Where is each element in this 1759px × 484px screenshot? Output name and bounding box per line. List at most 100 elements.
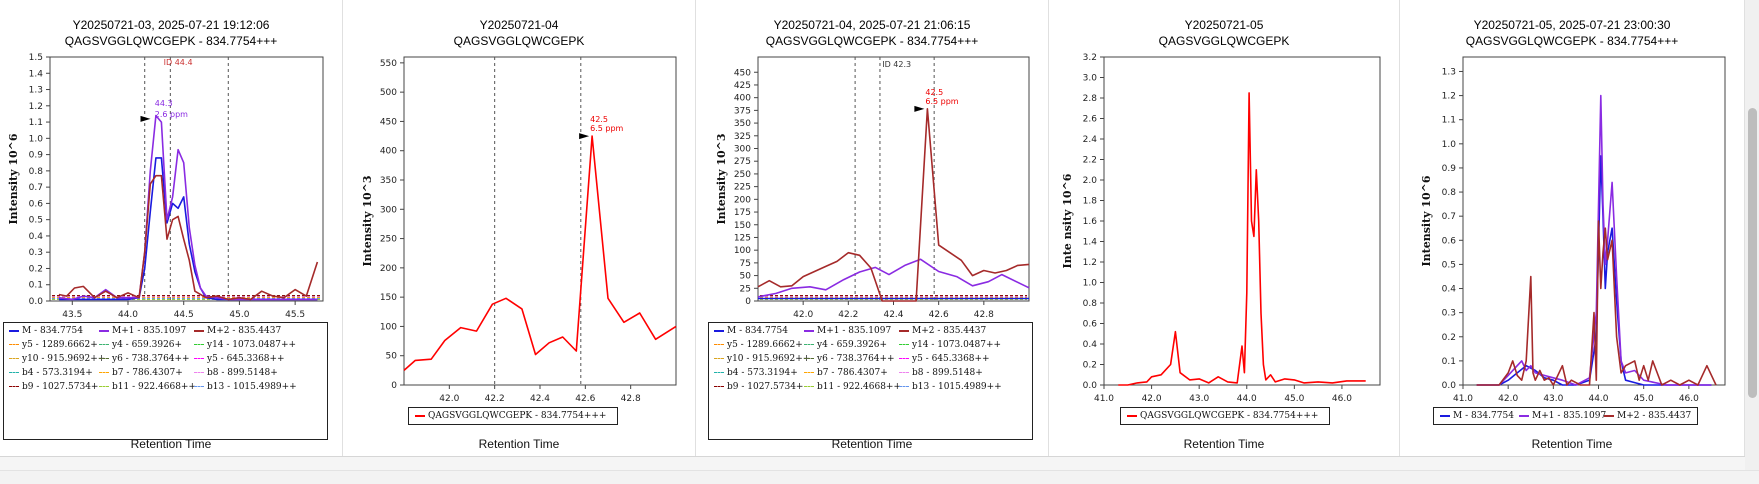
legend-swatch-icon xyxy=(714,358,724,359)
legend-entry[interactable]: y4 - 659.3926+ xyxy=(804,339,887,351)
x-tick-label: 41.0 xyxy=(1094,394,1114,404)
legend-entry[interactable]: M+1 - 835.1097 xyxy=(1519,410,1606,422)
x-axis-title: Retention Time xyxy=(1531,437,1613,451)
y-tick-label: 0.9 xyxy=(1442,164,1457,174)
y-tick-label: 200 xyxy=(734,195,751,205)
legend-entry[interactable]: y5 - 1289.6662+ xyxy=(714,339,803,351)
chart-legend: QAGSVGGLQWCGEPK - 834.7754+++ xyxy=(1120,407,1330,425)
y-tick-label: 75 xyxy=(740,259,751,269)
legend-entry[interactable]: M+2 - 835.4437 xyxy=(1604,410,1691,422)
legend-entry[interactable]: y10 - 915.9692++ xyxy=(9,353,105,365)
legend-entry[interactable]: M+2 - 835.4437 xyxy=(899,325,986,337)
y-tick-label: 0.8 xyxy=(1083,299,1098,309)
legend-entry[interactable]: b13 - 1015.4989++ xyxy=(194,381,297,393)
legend-label: y4 - 659.3926+ xyxy=(112,340,183,350)
legend-label: y5 - 1289.6662+ xyxy=(22,340,98,350)
y-tick-label: 0.6 xyxy=(1083,320,1098,330)
y-tick-label: 0.4 xyxy=(1083,340,1098,350)
legend-label: y14 - 1073.0487++ xyxy=(912,340,1002,350)
legend-entry[interactable]: b4 - 573.3194+ xyxy=(714,367,798,379)
y-tick-label: 0.4 xyxy=(1442,285,1457,295)
legend-entry[interactable]: y5 - 645.3368++ xyxy=(194,353,285,365)
legend-label: M+1 - 835.1097 xyxy=(817,326,892,336)
legend-entry[interactable]: M+1 - 835.1097 xyxy=(99,325,186,337)
x-tick-label: 42.0 xyxy=(1498,394,1518,404)
legend-label: M+2 - 835.4437 xyxy=(207,326,282,336)
chart-subtitle: QAGSVGGLQWCGEPK xyxy=(1158,34,1290,48)
y-tick-label: 0.7 xyxy=(29,183,43,193)
legend-entry[interactable]: M+1 - 835.1097 xyxy=(804,325,891,337)
legend-label: b13 - 1015.4989++ xyxy=(912,382,1002,392)
legend-entry[interactable]: b9 - 1027.5734+ xyxy=(714,381,803,393)
y-tick-label: 1.6 xyxy=(1083,217,1098,227)
y-tick-label: 50 xyxy=(386,352,398,362)
legend-entry[interactable]: M+2 - 835.4437 xyxy=(194,325,281,337)
legend-label: b4 - 573.3194+ xyxy=(727,368,798,378)
legend-entry[interactable]: y10 - 915.9692++ xyxy=(714,353,810,365)
legend-entry[interactable]: b8 - 899.5148+ xyxy=(194,367,278,379)
legend-swatch-icon xyxy=(804,358,814,359)
y-tick-label: 2.0 xyxy=(1083,176,1098,186)
chart-subtitle: QAGSVGGLQWCGEPK - 834.7754+++ xyxy=(64,34,278,48)
peak-ppm-label: 2.6 ppm xyxy=(155,110,188,119)
y-tick-label: 0.1 xyxy=(1442,357,1456,367)
legend-entry[interactable]: y14 - 1073.0487++ xyxy=(899,339,1001,351)
y-tick-label: 0.0 xyxy=(1442,381,1457,391)
legend-entry[interactable]: y5 - 645.3368++ xyxy=(899,353,990,365)
y-tick-label: 0.2 xyxy=(1442,333,1456,343)
legend-swatch-icon xyxy=(899,344,909,345)
legend-label: b11 - 922.4668++ xyxy=(817,382,902,392)
legend-swatch-icon xyxy=(1440,414,1450,417)
legend-swatch-icon xyxy=(99,386,109,387)
peak-ppm-label: 6.5 ppm xyxy=(925,97,958,106)
y-tick-label: 2.4 xyxy=(1083,135,1098,145)
legend-label: QAGSVGGLQWCGEPK - 834.7754+++ xyxy=(428,411,607,421)
legend-entry[interactable]: y6 - 738.3764++ xyxy=(804,353,895,365)
legend-entry[interactable]: y14 - 1073.0487++ xyxy=(194,339,296,351)
legend-entry[interactable]: M - 834.7754 xyxy=(714,325,788,337)
chart-legend: M - 834.7754 M+1 - 835.1097 M+2 - 835.4437… xyxy=(708,322,1033,440)
legend-entry[interactable]: b9 - 1027.5734+ xyxy=(9,381,98,393)
peak-pointer-icon xyxy=(914,105,925,112)
legend-entry[interactable]: b4 - 573.3194+ xyxy=(9,367,93,379)
legend-entry[interactable]: b7 - 786.4307+ xyxy=(804,367,888,379)
legend-swatch-icon xyxy=(804,344,814,345)
y-axis-title: Intensity 10^3 xyxy=(361,175,374,266)
plot-area xyxy=(49,56,324,302)
legend-entry[interactable]: QAGSVGGLQWCGEPK - 834.7754+++ xyxy=(415,410,606,422)
series-line-1 xyxy=(403,135,677,371)
x-tick-label: 45.5 xyxy=(285,310,305,320)
chart-panel-5: Y20250721-05, 2025-07-21 23:00:30 QAGSVGG… xyxy=(1400,0,1745,456)
legend-label: y6 - 738.3764++ xyxy=(817,354,895,364)
legend-entry[interactable]: M - 834.7754 xyxy=(1440,410,1514,422)
horizontal-scrollbar[interactable] xyxy=(0,470,1759,484)
y-tick-label: 1.2 xyxy=(29,102,43,112)
y-tick-label: 2.6 xyxy=(1083,115,1098,125)
legend-entry[interactable]: b8 - 899.5148+ xyxy=(899,367,983,379)
legend-entry[interactable]: b13 - 1015.4989++ xyxy=(899,381,1002,393)
y-axis-title: Inte nsity 10^6 xyxy=(1061,173,1074,268)
legend-entry[interactable]: b11 - 922.4668++ xyxy=(99,381,196,393)
chart-subtitle: QAGSVGGLQWCGEPK - 834.7754+++ xyxy=(765,34,979,48)
legend-entry[interactable]: QAGSVGGLQWCGEPK - 834.7754+++ xyxy=(1127,410,1318,422)
legend-entry[interactable]: y6 - 738.3764++ xyxy=(99,353,190,365)
vertical-scrollbar[interactable] xyxy=(1745,0,1759,470)
chart-title: Y20250721-04, 2025-07-21 21:06:15 xyxy=(773,18,971,32)
legend-swatch-icon xyxy=(1127,414,1137,417)
legend-label: y5 - 1289.6662+ xyxy=(727,340,803,350)
y-tick-label: 350 xyxy=(380,176,397,186)
y-tick-label: 350 xyxy=(734,119,751,129)
y-tick-label: 0.1 xyxy=(29,281,43,291)
legend-label: y4 - 659.3926+ xyxy=(817,340,888,350)
x-tick-label: 43.0 xyxy=(1189,394,1209,404)
legend-label: b4 - 573.3194+ xyxy=(22,368,93,378)
scrollbar-thumb[interactable] xyxy=(1748,108,1757,398)
y-tick-label: 300 xyxy=(734,145,751,155)
legend-entry[interactable]: M - 834.7754 xyxy=(9,325,83,337)
legend-entry[interactable]: b11 - 922.4668++ xyxy=(804,381,901,393)
legend-entry[interactable]: y4 - 659.3926+ xyxy=(99,339,182,351)
y-tick-label: 1.2 xyxy=(1442,92,1456,102)
legend-entry[interactable]: b7 - 786.4307+ xyxy=(99,367,183,379)
legend-swatch-icon xyxy=(99,372,109,373)
legend-entry[interactable]: y5 - 1289.6662+ xyxy=(9,339,98,351)
